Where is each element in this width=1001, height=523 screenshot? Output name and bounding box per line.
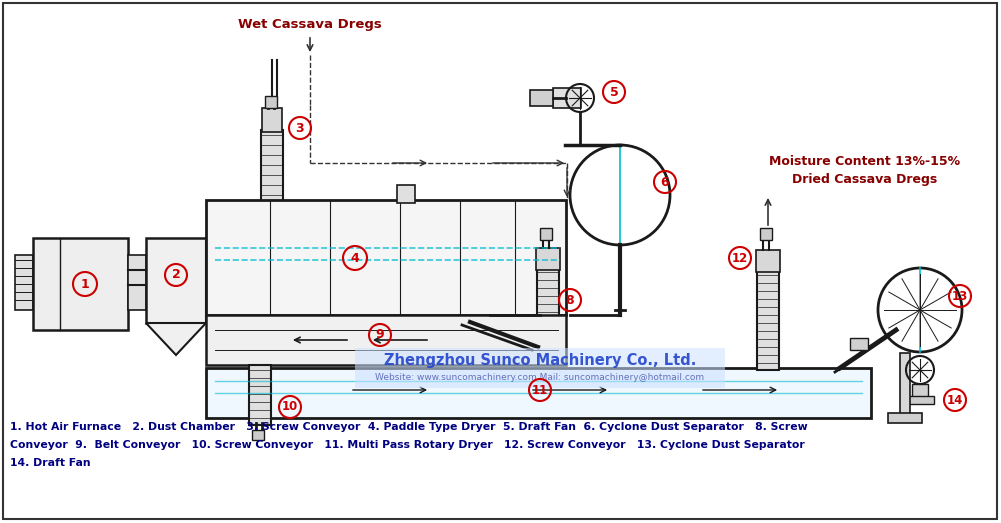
Text: 6: 6 <box>661 176 670 188</box>
FancyBboxPatch shape <box>757 270 779 370</box>
Text: 2: 2 <box>171 268 180 281</box>
FancyBboxPatch shape <box>553 88 581 108</box>
Text: 9: 9 <box>375 328 384 342</box>
FancyBboxPatch shape <box>397 185 415 203</box>
Text: 12: 12 <box>732 252 748 265</box>
Text: 4: 4 <box>350 252 359 265</box>
Text: 11: 11 <box>532 383 549 396</box>
Text: 1: 1 <box>81 278 89 290</box>
Text: Conveyor  9.  Belt Conveyor   10. Screw Conveyor   11. Multi Pass Rotary Dryer  : Conveyor 9. Belt Conveyor 10. Screw Conv… <box>10 440 805 450</box>
FancyBboxPatch shape <box>206 368 871 418</box>
Text: Moisture Content 13%-15%
Dried Cassava Dregs: Moisture Content 13%-15% Dried Cassava D… <box>770 155 961 186</box>
FancyBboxPatch shape <box>756 250 780 272</box>
FancyBboxPatch shape <box>206 315 566 365</box>
FancyBboxPatch shape <box>128 255 146 310</box>
Text: 1. Hot Air Furnace   2. Dust Chamber   3. Screw Conveyor  4. Paddle Type Dryer  : 1. Hot Air Furnace 2. Dust Chamber 3. Sc… <box>10 422 808 432</box>
Text: Website: www.suncomachinery.com Mail: suncomachinery@hotmail.com: Website: www.suncomachinery.com Mail: su… <box>375 373 705 382</box>
FancyBboxPatch shape <box>900 353 910 418</box>
FancyBboxPatch shape <box>912 384 928 398</box>
Text: Wet Cassava Dregs: Wet Cassava Dregs <box>238 18 381 31</box>
FancyBboxPatch shape <box>906 396 934 404</box>
FancyBboxPatch shape <box>33 238 128 330</box>
Polygon shape <box>146 323 206 355</box>
Text: 14: 14 <box>947 393 963 406</box>
FancyBboxPatch shape <box>536 248 560 270</box>
FancyBboxPatch shape <box>146 238 206 323</box>
Text: 10: 10 <box>282 401 298 414</box>
FancyBboxPatch shape <box>888 413 922 423</box>
Text: 5: 5 <box>610 85 619 98</box>
Text: 8: 8 <box>566 293 575 306</box>
FancyBboxPatch shape <box>3 3 997 519</box>
FancyBboxPatch shape <box>249 365 271 425</box>
FancyBboxPatch shape <box>760 228 772 240</box>
FancyBboxPatch shape <box>355 348 725 388</box>
FancyBboxPatch shape <box>537 267 559 347</box>
FancyBboxPatch shape <box>850 338 868 350</box>
FancyBboxPatch shape <box>206 200 566 315</box>
FancyBboxPatch shape <box>15 255 33 310</box>
Text: 14. Draft Fan: 14. Draft Fan <box>10 458 91 468</box>
Text: Zhengzhou Sunco Machinery Co., Ltd.: Zhengzhou Sunco Machinery Co., Ltd. <box>383 353 696 368</box>
FancyBboxPatch shape <box>265 96 277 108</box>
FancyBboxPatch shape <box>252 430 264 440</box>
FancyBboxPatch shape <box>262 108 282 132</box>
Text: 3: 3 <box>295 121 304 134</box>
FancyBboxPatch shape <box>261 130 283 238</box>
FancyBboxPatch shape <box>530 90 553 106</box>
Text: 13: 13 <box>952 290 968 302</box>
FancyBboxPatch shape <box>206 238 234 323</box>
FancyBboxPatch shape <box>540 228 552 240</box>
